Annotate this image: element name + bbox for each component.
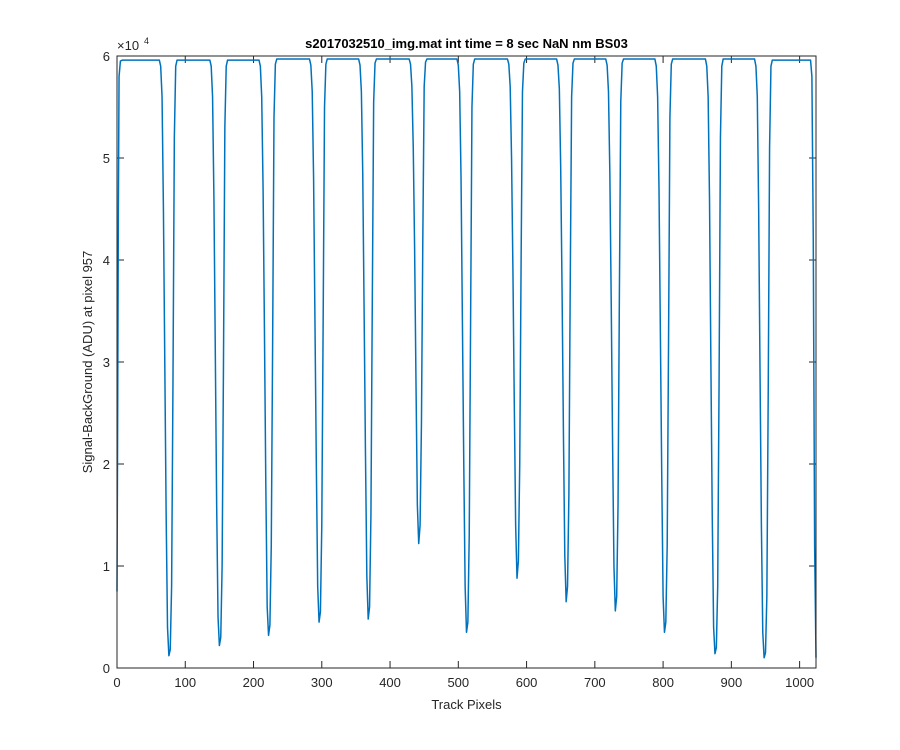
x-axis-ticks: 0 100 200 300 400 500 600 700 800 900 1000 <box>113 56 814 690</box>
plot-area <box>117 56 816 668</box>
x-tick-label: 300 <box>311 675 333 690</box>
y-exponent-power: 4 <box>144 36 149 46</box>
plot-frame <box>116 55 817 669</box>
x-tick-label: 100 <box>174 675 196 690</box>
x-tick-label: 200 <box>243 675 265 690</box>
signal-line <box>116 58 817 659</box>
x-tick-label: 400 <box>379 675 401 690</box>
x-tick-label: 0 <box>113 675 120 690</box>
x-tick-label: 1000 <box>785 675 814 690</box>
y-tick-label: 0 <box>103 661 110 676</box>
y-axis-label: Signal-BackGround (ADU) at pixel 957 <box>80 251 95 474</box>
x-tick-label: 900 <box>721 675 743 690</box>
plot-lines <box>116 58 817 659</box>
y-exponent-base: ×10 <box>117 38 139 53</box>
x-tick-label: 500 <box>447 675 469 690</box>
x-tick-label: 800 <box>652 675 674 690</box>
y-tick-label: 3 <box>103 355 110 370</box>
y-tick-label: 1 <box>103 559 110 574</box>
x-tick-label: 700 <box>584 675 606 690</box>
y-tick-label: 2 <box>103 457 110 472</box>
chart-title: s2017032510_img.mat int time = 8 sec NaN… <box>305 36 628 51</box>
y-tick-label: 5 <box>103 151 110 166</box>
y-tick-label: 4 <box>103 253 110 268</box>
y-axis-exponent: ×10 4 <box>117 36 149 53</box>
x-tick-label: 600 <box>516 675 538 690</box>
x-axis-label: Track Pixels <box>431 697 502 712</box>
y-tick-label: 6 <box>103 49 110 64</box>
